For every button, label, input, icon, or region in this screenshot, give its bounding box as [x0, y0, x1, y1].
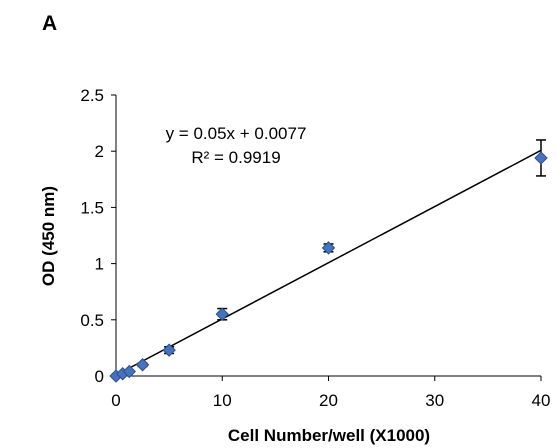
x-tick-label: 40 [532, 391, 551, 410]
trendline-equation: y = 0.05x + 0.0077 [166, 124, 307, 143]
error-bars [111, 139, 546, 378]
trendline-r-squared: R² = 0.9919 [191, 148, 280, 167]
trendline [115, 149, 542, 376]
y-axis-title: OD (450 nm) [39, 186, 58, 286]
data-point [162, 343, 176, 357]
y-tick-label: 1.5 [80, 198, 104, 217]
x-tick-label: 20 [319, 391, 338, 410]
y-tick-label: 1 [95, 255, 104, 274]
x-tick-label: 0 [111, 391, 120, 410]
data-point [215, 307, 229, 321]
y-tick-label: 0 [95, 367, 104, 386]
x-axis-ticks: 0 10 20 30 40 [111, 376, 550, 410]
panel-label: A [42, 12, 57, 35]
y-tick-label: 0.5 [80, 311, 104, 330]
x-tick-label: 10 [213, 391, 232, 410]
x-axis-title: Cell Number/well (X1000) [228, 426, 430, 445]
data-point [534, 151, 548, 165]
data-points [109, 151, 548, 383]
y-tick-label: 2 [95, 142, 104, 161]
y-tick-label: 2.5 [80, 86, 104, 105]
data-point [321, 241, 336, 255]
x-tick-label: 30 [425, 391, 444, 410]
data-point [122, 364, 136, 379]
y-axis-ticks: 0 0.5 1 1.5 2 2.5 [80, 86, 116, 386]
data-point [135, 358, 150, 372]
